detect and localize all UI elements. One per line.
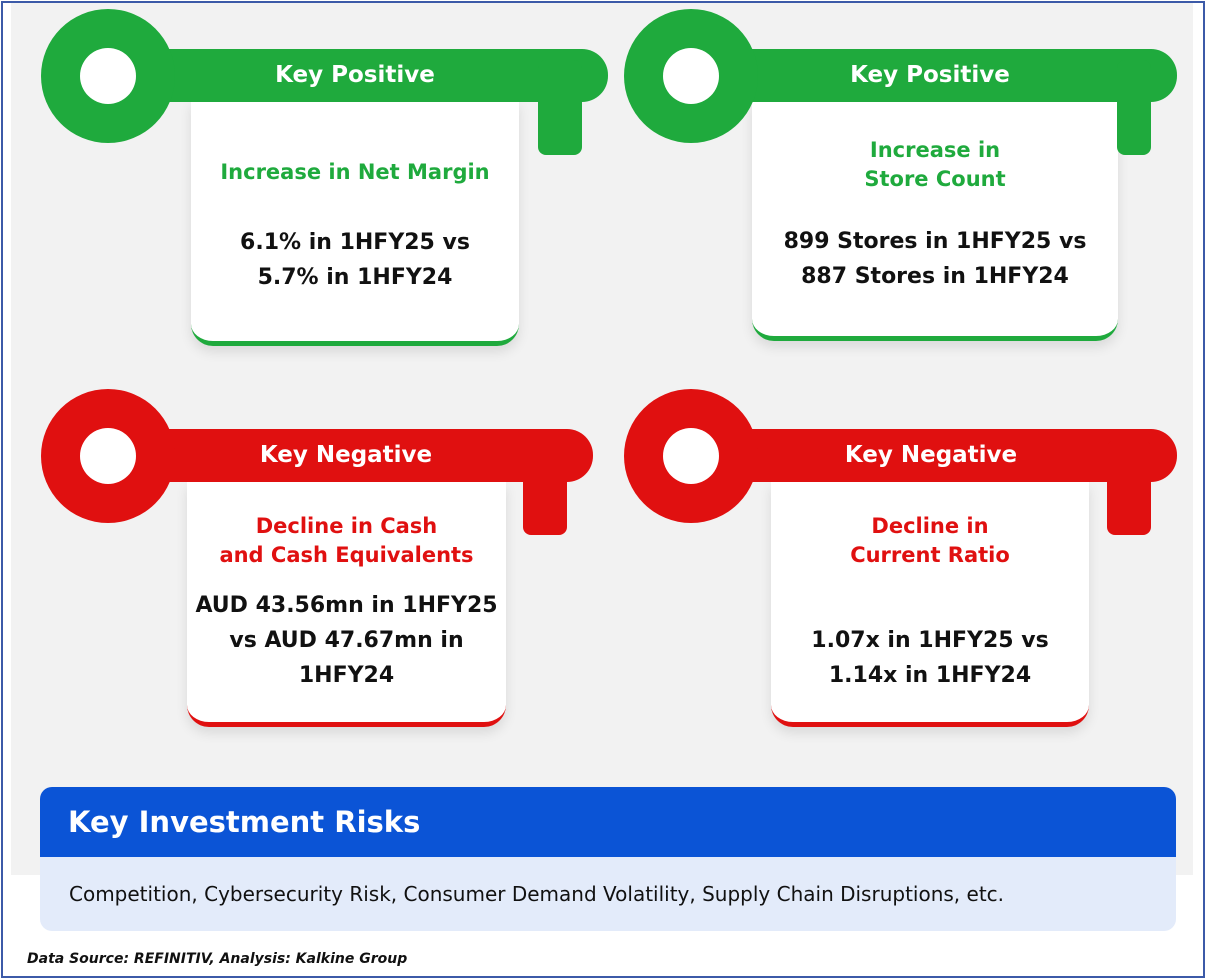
card-title-line: Decline in Cash <box>255 514 438 538</box>
risk-body: Competition, Cybersecurity Risk, Consume… <box>40 857 1176 931</box>
card-title: Decline in Current Ratio <box>850 512 1010 570</box>
card-value-line: vs AUD 47.67mn in <box>229 628 464 653</box>
card-value-line: 5.7% in 1HFY24 <box>257 265 453 290</box>
card-value-line: 6.1% in 1HFY25 vs <box>240 230 470 255</box>
card-cash-equivalents: Decline in Cash and Cash Equivalents AUD… <box>187 482 506 727</box>
key-label: Key Negative <box>259 442 433 468</box>
card-value-line: 1.07x in 1HFY25 vs <box>811 628 1049 653</box>
card-value-line: 1.14x in 1HFY24 <box>828 663 1032 688</box>
card-value-line: 887 Stores in 1HFY24 <box>801 264 1069 289</box>
card-title-line: and Cash Equivalents <box>219 543 474 567</box>
key-label: Key Positive <box>850 62 1010 88</box>
key-icon <box>624 389 1177 535</box>
key-icon <box>41 389 593 535</box>
card-title-line: Increase in <box>869 138 1001 162</box>
card-current-ratio: Decline in Current Ratio 1.07x in 1HFY25… <box>771 482 1089 727</box>
risk-text: Competition, Cybersecurity Risk, Consume… <box>69 882 1005 906</box>
card-title: Decline in Cash and Cash Equivalents <box>219 512 473 570</box>
card-store-count: Increase in Store Count 899 Stores in 1H… <box>752 100 1118 341</box>
card-title-line: Current Ratio <box>850 543 1010 567</box>
card-value: 1.07x in 1HFY25 vs 1.14x in 1HFY24 <box>811 623 1048 693</box>
card-net-margin: Increase in Net Margin 6.1% in 1HFY25 vs… <box>191 100 519 346</box>
card-title: Increase in Net Margin <box>220 158 489 187</box>
card-value-line: 1HFY24 <box>298 663 395 688</box>
card-title-line: Decline in <box>871 514 989 538</box>
card-value: AUD 43.56mn in 1HFY25 vs AUD 47.67mn in … <box>195 588 497 693</box>
risk-header: Key Investment Risks <box>40 787 1176 857</box>
card-value-line: 899 Stores in 1HFY25 vs <box>783 229 1087 254</box>
data-source-note: Data Source: REFINITIV, Analysis: Kalkin… <box>27 951 408 967</box>
card-title: Increase in Store Count <box>864 136 1005 194</box>
risk-title: Key Investment Risks <box>68 805 421 839</box>
key-label: Key Negative <box>844 442 1018 468</box>
card-title-line: Store Count <box>864 167 1006 191</box>
key-icon <box>624 9 1177 155</box>
card-title-line: Increase in Net Margin <box>220 160 490 184</box>
card-value-line: AUD 43.56mn in 1HFY25 <box>195 593 498 618</box>
card-value: 899 Stores in 1HFY25 vs 887 Stores in 1H… <box>784 224 1087 294</box>
card-value: 6.1% in 1HFY25 vs 5.7% in 1HFY24 <box>240 225 470 295</box>
key-label: Key Positive <box>275 62 435 88</box>
key-icon <box>41 9 608 155</box>
